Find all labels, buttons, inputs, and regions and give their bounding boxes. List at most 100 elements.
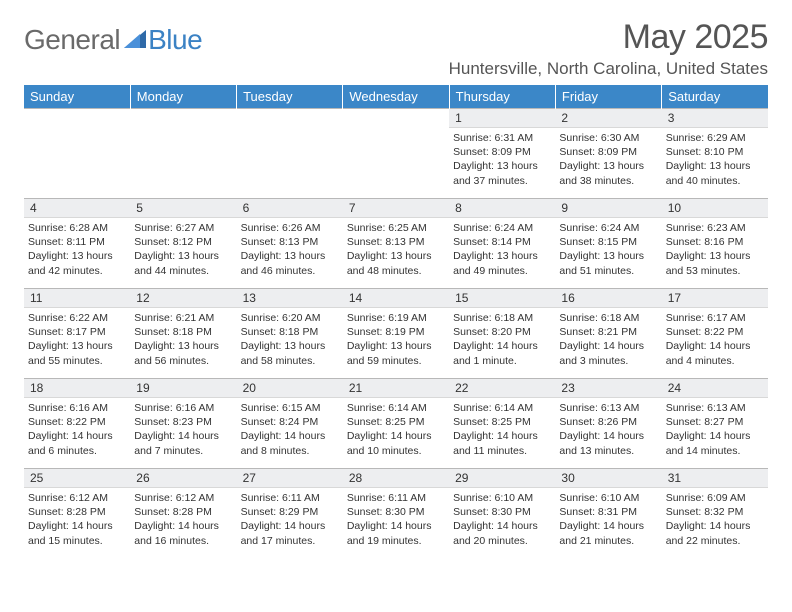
sunrise-text: Sunrise: 6:12 AM <box>134 491 232 505</box>
sunrise-text: Sunrise: 6:18 AM <box>453 311 551 325</box>
daylight-text: Daylight: 14 hours and 17 minutes. <box>241 519 339 547</box>
sunset-text: Sunset: 8:27 PM <box>666 415 764 429</box>
day-number: 27 <box>237 469 343 488</box>
sunrise-text: Sunrise: 6:11 AM <box>241 491 339 505</box>
day-details: Sunrise: 6:28 AMSunset: 8:11 PMDaylight:… <box>24 218 130 280</box>
calendar-day-cell: 17Sunrise: 6:17 AMSunset: 8:22 PMDayligh… <box>662 289 768 379</box>
sunset-text: Sunset: 8:09 PM <box>453 145 551 159</box>
sunrise-text: Sunrise: 6:10 AM <box>453 491 551 505</box>
sunrise-text: Sunrise: 6:30 AM <box>559 131 657 145</box>
weekday-header: Tuesday <box>237 85 343 109</box>
day-details: Sunrise: 6:30 AMSunset: 8:09 PMDaylight:… <box>555 128 661 190</box>
daylight-text: Daylight: 13 hours and 51 minutes. <box>559 249 657 277</box>
sunset-text: Sunset: 8:22 PM <box>666 325 764 339</box>
calendar-day-cell <box>24 109 130 199</box>
day-number: 8 <box>449 199 555 218</box>
day-details: Sunrise: 6:11 AMSunset: 8:30 PMDaylight:… <box>343 488 449 550</box>
daylight-text: Daylight: 13 hours and 40 minutes. <box>666 159 764 187</box>
day-number: 6 <box>237 199 343 218</box>
daylight-text: Daylight: 13 hours and 55 minutes. <box>28 339 126 367</box>
sunrise-text: Sunrise: 6:20 AM <box>241 311 339 325</box>
calendar-day-cell: 6Sunrise: 6:26 AMSunset: 8:13 PMDaylight… <box>237 199 343 289</box>
calendar-day-cell: 20Sunrise: 6:15 AMSunset: 8:24 PMDayligh… <box>237 379 343 469</box>
daylight-text: Daylight: 13 hours and 38 minutes. <box>559 159 657 187</box>
day-details: Sunrise: 6:21 AMSunset: 8:18 PMDaylight:… <box>130 308 236 370</box>
calendar-day-cell: 5Sunrise: 6:27 AMSunset: 8:12 PMDaylight… <box>130 199 236 289</box>
sunrise-text: Sunrise: 6:13 AM <box>666 401 764 415</box>
day-details: Sunrise: 6:11 AMSunset: 8:29 PMDaylight:… <box>237 488 343 550</box>
calendar-day-cell: 16Sunrise: 6:18 AMSunset: 8:21 PMDayligh… <box>555 289 661 379</box>
day-number: 24 <box>662 379 768 398</box>
title-block: May 2025 Huntersville, North Carolina, U… <box>449 18 768 79</box>
location-text: Huntersville, North Carolina, United Sta… <box>449 59 768 79</box>
sunset-text: Sunset: 8:13 PM <box>241 235 339 249</box>
calendar-day-cell: 4Sunrise: 6:28 AMSunset: 8:11 PMDaylight… <box>24 199 130 289</box>
calendar-week-row: 1Sunrise: 6:31 AMSunset: 8:09 PMDaylight… <box>24 109 768 199</box>
sunrise-text: Sunrise: 6:16 AM <box>134 401 232 415</box>
sunset-text: Sunset: 8:18 PM <box>134 325 232 339</box>
sunset-text: Sunset: 8:17 PM <box>28 325 126 339</box>
day-number: 11 <box>24 289 130 308</box>
daylight-text: Daylight: 14 hours and 22 minutes. <box>666 519 764 547</box>
sunrise-text: Sunrise: 6:16 AM <box>28 401 126 415</box>
day-number: 10 <box>662 199 768 218</box>
sunrise-text: Sunrise: 6:10 AM <box>559 491 657 505</box>
calendar-day-cell: 13Sunrise: 6:20 AMSunset: 8:18 PMDayligh… <box>237 289 343 379</box>
daylight-text: Daylight: 14 hours and 8 minutes. <box>241 429 339 457</box>
day-details: Sunrise: 6:13 AMSunset: 8:26 PMDaylight:… <box>555 398 661 460</box>
sunset-text: Sunset: 8:11 PM <box>28 235 126 249</box>
calendar-day-cell: 24Sunrise: 6:13 AMSunset: 8:27 PMDayligh… <box>662 379 768 469</box>
sunset-text: Sunset: 8:24 PM <box>241 415 339 429</box>
day-number: 12 <box>130 289 236 308</box>
day-number: 14 <box>343 289 449 308</box>
day-number <box>237 109 343 127</box>
day-details: Sunrise: 6:29 AMSunset: 8:10 PMDaylight:… <box>662 128 768 190</box>
sunset-text: Sunset: 8:20 PM <box>453 325 551 339</box>
sunrise-text: Sunrise: 6:24 AM <box>453 221 551 235</box>
day-number: 31 <box>662 469 768 488</box>
daylight-text: Daylight: 13 hours and 49 minutes. <box>453 249 551 277</box>
sunset-text: Sunset: 8:09 PM <box>559 145 657 159</box>
sunrise-text: Sunrise: 6:13 AM <box>559 401 657 415</box>
calendar-day-cell: 12Sunrise: 6:21 AMSunset: 8:18 PMDayligh… <box>130 289 236 379</box>
sunset-text: Sunset: 8:25 PM <box>453 415 551 429</box>
day-details: Sunrise: 6:25 AMSunset: 8:13 PMDaylight:… <box>343 218 449 280</box>
daylight-text: Daylight: 13 hours and 44 minutes. <box>134 249 232 277</box>
sunset-text: Sunset: 8:32 PM <box>666 505 764 519</box>
sunrise-text: Sunrise: 6:18 AM <box>559 311 657 325</box>
day-number: 28 <box>343 469 449 488</box>
calendar-day-cell <box>343 109 449 199</box>
calendar-table: Sunday Monday Tuesday Wednesday Thursday… <box>24 85 768 559</box>
sunrise-text: Sunrise: 6:29 AM <box>666 131 764 145</box>
day-number: 23 <box>555 379 661 398</box>
sunset-text: Sunset: 8:14 PM <box>453 235 551 249</box>
daylight-text: Daylight: 14 hours and 21 minutes. <box>559 519 657 547</box>
brand-logo: General Blue <box>24 24 202 56</box>
day-number: 7 <box>343 199 449 218</box>
daylight-text: Daylight: 14 hours and 16 minutes. <box>134 519 232 547</box>
day-details: Sunrise: 6:09 AMSunset: 8:32 PMDaylight:… <box>662 488 768 550</box>
sunrise-text: Sunrise: 6:17 AM <box>666 311 764 325</box>
daylight-text: Daylight: 14 hours and 11 minutes. <box>453 429 551 457</box>
daylight-text: Daylight: 14 hours and 1 minute. <box>453 339 551 367</box>
day-details: Sunrise: 6:10 AMSunset: 8:30 PMDaylight:… <box>449 488 555 550</box>
calendar-day-cell: 15Sunrise: 6:18 AMSunset: 8:20 PMDayligh… <box>449 289 555 379</box>
calendar-day-cell <box>130 109 236 199</box>
daylight-text: Daylight: 14 hours and 19 minutes. <box>347 519 445 547</box>
sunset-text: Sunset: 8:23 PM <box>134 415 232 429</box>
sunset-text: Sunset: 8:22 PM <box>28 415 126 429</box>
sunrise-text: Sunrise: 6:28 AM <box>28 221 126 235</box>
sunrise-text: Sunrise: 6:19 AM <box>347 311 445 325</box>
day-number: 16 <box>555 289 661 308</box>
day-number: 25 <box>24 469 130 488</box>
daylight-text: Daylight: 13 hours and 46 minutes. <box>241 249 339 277</box>
calendar-day-cell: 22Sunrise: 6:14 AMSunset: 8:25 PMDayligh… <box>449 379 555 469</box>
day-number: 29 <box>449 469 555 488</box>
daylight-text: Daylight: 13 hours and 37 minutes. <box>453 159 551 187</box>
brand-triangle-icon <box>124 28 146 53</box>
calendar-day-cell: 18Sunrise: 6:16 AMSunset: 8:22 PMDayligh… <box>24 379 130 469</box>
calendar-day-cell: 10Sunrise: 6:23 AMSunset: 8:16 PMDayligh… <box>662 199 768 289</box>
calendar-day-cell: 19Sunrise: 6:16 AMSunset: 8:23 PMDayligh… <box>130 379 236 469</box>
day-details: Sunrise: 6:17 AMSunset: 8:22 PMDaylight:… <box>662 308 768 370</box>
calendar-day-cell: 14Sunrise: 6:19 AMSunset: 8:19 PMDayligh… <box>343 289 449 379</box>
